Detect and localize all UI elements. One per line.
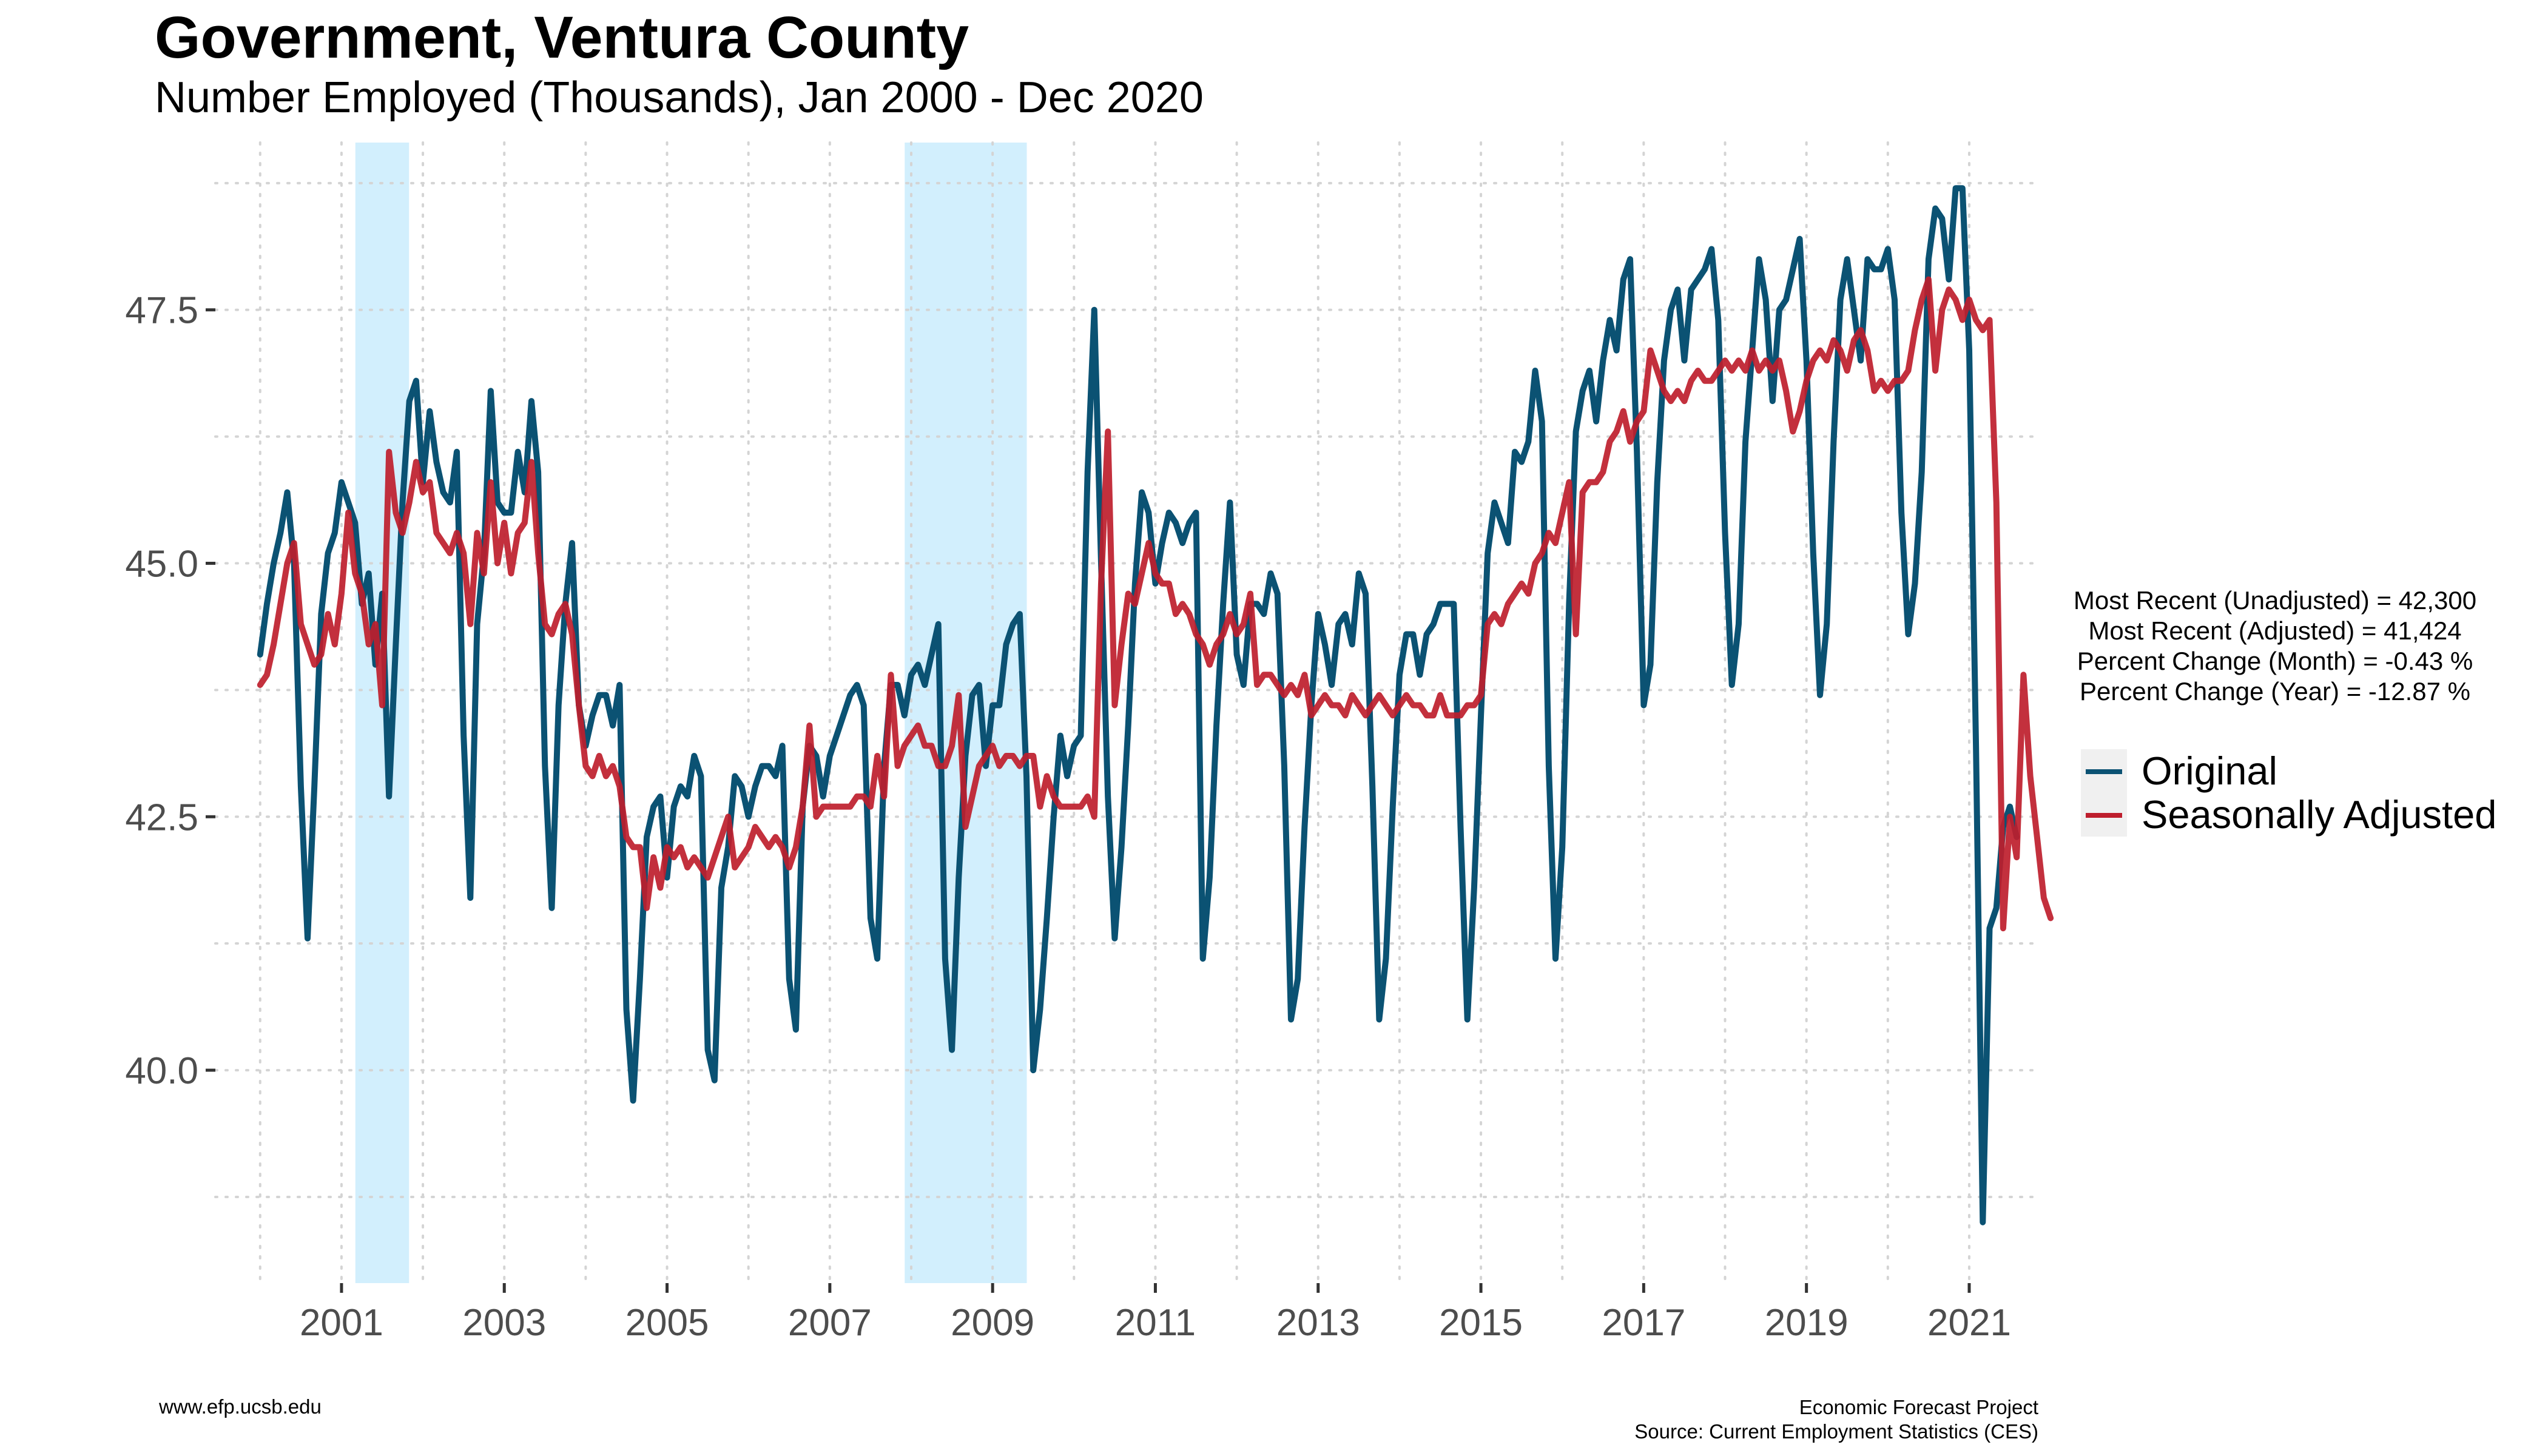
x-tick-label-2019: 2019 (1765, 1302, 1849, 1344)
legend-swatch-seasonally-adjusted (2081, 793, 2127, 837)
axis-labels: 2001 2003 2005 2007 2009 2011 2013 2015 2017 2019… (125, 290, 2011, 1344)
series-line-seasonally-adjusted (257, 276, 2054, 932)
recession-band-1 (355, 143, 410, 1283)
recession-bands (355, 143, 1027, 1283)
x-tick-label-2017: 2017 (1602, 1302, 1685, 1344)
footer-source: Economic Forecast Project Source: Curren… (1634, 1395, 2038, 1444)
legend-swatch-original (2081, 749, 2127, 793)
y-tick-label-2: 45.0 (125, 544, 198, 585)
x-tick-label-2011: 2011 (1115, 1302, 1196, 1344)
chart-subtitle: Number Employed (Thousands), Jan 2000 - … (155, 73, 1204, 122)
stat-percent-change-year: Percent Change (Year) = -12.87 % (2079, 677, 2470, 706)
footer-org: Economic Forecast Project (1799, 1396, 2038, 1418)
stat-most-recent-unadjusted: Most Recent (Unadjusted) = 42,300 (2073, 586, 2477, 615)
x-tick-label-2005: 2005 (625, 1302, 709, 1344)
legend-label-seasonally-adjusted: Seasonally Adjusted (2142, 792, 2497, 837)
recession-band-2 (905, 143, 1027, 1283)
y-tick-label-0: 40.0 (125, 1050, 198, 1092)
stat-most-recent-adjusted: Most Recent (Adjusted) = 41,424 (2088, 616, 2462, 645)
x-tick-label-2009: 2009 (951, 1302, 1034, 1344)
x-tick-label-2001: 2001 (300, 1302, 383, 1344)
legend-line-seasonally-adjusted (2086, 813, 2122, 818)
x-tick-label-2021: 2021 (1927, 1302, 2011, 1344)
x-tick-label-2007: 2007 (788, 1302, 872, 1344)
summary-stats: Most Recent (Unadjusted) = 42,300 Most R… (2014, 585, 2536, 707)
legend-label-original: Original (2142, 749, 2277, 793)
series-lines (257, 185, 2054, 1225)
y-tick-label-3: 47.5 (125, 290, 198, 332)
x-tick-label-2015: 2015 (1439, 1302, 1523, 1344)
series-line-original (257, 185, 2020, 1225)
y-tick-label-1: 42.5 (125, 797, 198, 838)
footer-website: www.efp.ucsb.edu (159, 1395, 322, 1418)
x-tick-label-2013: 2013 (1276, 1302, 1360, 1344)
grid-lines (214, 141, 2040, 1284)
chart-title: Government, Ventura County (155, 4, 969, 70)
stat-percent-change-month: Percent Change (Month) = -0.43 % (2077, 647, 2473, 675)
footer-data-source: Source: Current Employment Statistics (C… (1634, 1420, 2038, 1443)
x-tick-label-2003: 2003 (462, 1302, 546, 1344)
legend-line-original (2086, 769, 2122, 774)
